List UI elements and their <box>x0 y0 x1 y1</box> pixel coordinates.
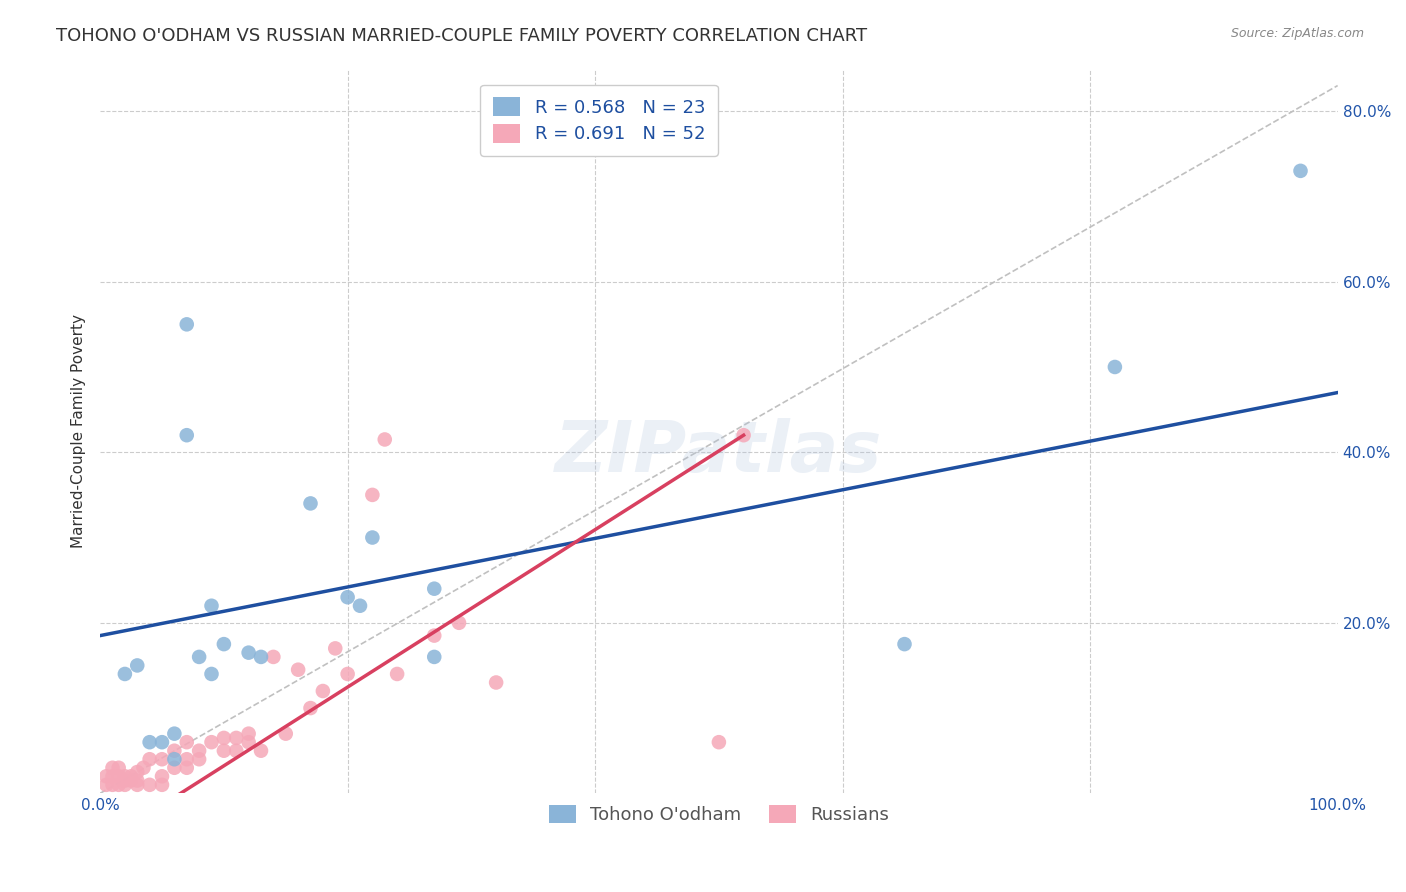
Point <box>96 769 118 783</box>
Point <box>127 658 149 673</box>
Point <box>163 744 186 758</box>
Point <box>299 701 322 715</box>
Point <box>250 744 273 758</box>
Point <box>299 496 322 510</box>
Point <box>361 488 384 502</box>
Point <box>132 761 155 775</box>
Point <box>238 646 260 660</box>
Point <box>225 744 247 758</box>
Point <box>101 761 124 775</box>
Point <box>212 744 235 758</box>
Point <box>188 744 211 758</box>
Point <box>101 769 124 783</box>
Point <box>238 735 260 749</box>
Legend: Tohono O'odham, Russians: Tohono O'odham, Russians <box>538 794 900 835</box>
Point <box>212 731 235 745</box>
Point <box>225 731 247 745</box>
Point <box>114 773 136 788</box>
Point <box>114 778 136 792</box>
Point <box>423 582 446 596</box>
Point <box>96 778 118 792</box>
Text: ZIPatlas: ZIPatlas <box>555 418 883 487</box>
Point <box>361 531 384 545</box>
Point <box>176 318 198 332</box>
Point <box>114 667 136 681</box>
Point <box>238 726 260 740</box>
Point <box>127 773 149 788</box>
Point <box>423 649 446 664</box>
Point <box>176 735 198 749</box>
Point <box>385 667 408 681</box>
Point <box>274 726 297 740</box>
Point <box>200 735 222 749</box>
Point <box>127 765 149 780</box>
Point <box>107 778 129 792</box>
Point <box>150 769 173 783</box>
Point <box>349 599 371 613</box>
Point <box>107 769 129 783</box>
Point <box>163 761 186 775</box>
Point <box>447 615 470 630</box>
Point <box>176 752 198 766</box>
Point <box>163 726 186 740</box>
Point <box>250 649 273 664</box>
Point <box>262 649 284 664</box>
Y-axis label: Married-Couple Family Poverty: Married-Couple Family Poverty <box>72 314 86 548</box>
Point <box>733 428 755 442</box>
Point <box>374 433 396 447</box>
Point <box>312 684 335 698</box>
Point <box>138 752 160 766</box>
Point <box>150 752 173 766</box>
Point <box>200 667 222 681</box>
Point <box>893 637 915 651</box>
Point <box>150 735 173 749</box>
Point <box>336 591 359 605</box>
Text: Source: ZipAtlas.com: Source: ZipAtlas.com <box>1230 27 1364 40</box>
Point <box>127 778 149 792</box>
Point <box>138 778 160 792</box>
Text: TOHONO O'ODHAM VS RUSSIAN MARRIED-COUPLE FAMILY POVERTY CORRELATION CHART: TOHONO O'ODHAM VS RUSSIAN MARRIED-COUPLE… <box>56 27 868 45</box>
Point <box>150 778 173 792</box>
Point <box>176 761 198 775</box>
Point <box>163 752 186 766</box>
Point <box>707 735 730 749</box>
Point <box>212 637 235 651</box>
Point <box>188 649 211 664</box>
Point <box>200 599 222 613</box>
Point <box>287 663 309 677</box>
Point <box>120 769 142 783</box>
Point <box>188 752 211 766</box>
Point <box>176 428 198 442</box>
Point <box>336 667 359 681</box>
Point <box>323 641 346 656</box>
Point <box>423 629 446 643</box>
Point <box>485 675 508 690</box>
Point <box>1289 164 1312 178</box>
Point <box>107 761 129 775</box>
Point <box>120 773 142 788</box>
Point <box>1104 359 1126 374</box>
Point <box>101 778 124 792</box>
Point <box>114 769 136 783</box>
Point <box>138 735 160 749</box>
